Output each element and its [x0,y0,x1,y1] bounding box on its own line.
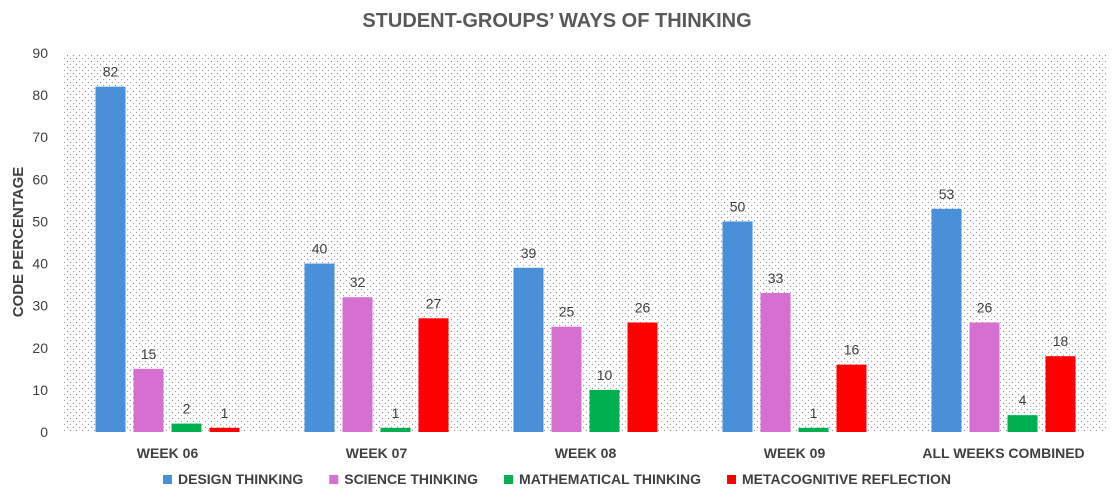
y-tick-label: 0 [40,424,48,440]
x-tick-label: WEEK 06 [137,445,199,461]
legend: DESIGN THINKING SCIENCE THINKING MATHEMATI… [163,471,951,487]
y-axis-label: CODE PERCENTAGE [10,167,27,318]
y-tick-label: 20 [32,340,48,356]
y-axis: 0 10 20 30 40 50 60 70 80 90 [32,45,48,440]
data-label: 50 [730,198,746,214]
bar [513,267,544,432]
data-label: 27 [426,295,442,311]
legend-label: MATHEMATICAL THINKING [519,471,701,487]
bar [589,389,620,432]
y-tick-label: 80 [32,87,48,103]
legend-label: SCIENCE THINKING [344,471,478,487]
legend-swatch [504,475,514,484]
bar [304,263,335,432]
data-label: 10 [597,367,613,383]
data-label: 25 [559,304,575,320]
data-label: 1 [810,405,818,421]
bar [931,208,962,432]
legend-item: MATHEMATICAL THINKING [504,471,701,487]
legend-label: DESIGN THINKING [178,471,303,487]
data-label: 39 [521,245,537,261]
bar [418,318,449,432]
bar [171,423,202,432]
bar [209,427,240,432]
bar [551,326,582,432]
legend-swatch [727,475,737,484]
data-label: 53 [939,186,955,202]
bars [95,86,1076,432]
data-label: 82 [103,64,119,80]
data-labels: 82 15 2 1 40 32 1 27 39 25 10 26 50 33 1 16 53 26 4 18 [103,64,1069,421]
x-tick-label: WEEK 08 [555,445,617,461]
y-tick-label: 90 [32,45,48,61]
data-label: 2 [183,401,191,417]
bar [836,364,867,432]
y-tick-label: 60 [32,171,48,187]
bar [133,368,164,432]
data-label: 18 [1053,333,1069,349]
y-tick-label: 30 [32,298,48,314]
bar [1007,415,1038,432]
chart-title: STUDENT-GROUPS’ WAYS OF THINKING [362,10,751,32]
legend-item: SCIENCE THINKING [329,471,478,487]
data-label: 32 [350,274,366,290]
bar [627,322,658,432]
bar [342,297,373,432]
bar [760,293,791,432]
data-label: 40 [312,241,328,257]
y-tick-label: 70 [32,129,48,145]
x-tick-label: ALL WEEKS COMBINED [922,445,1084,461]
bar [1045,356,1076,432]
data-label: 33 [768,270,784,286]
data-label: 1 [392,405,400,421]
bar [95,86,126,432]
x-tick-label: WEEK 07 [346,445,408,461]
legend-swatch [163,475,173,484]
bar [798,427,829,432]
x-axis: WEEK 06 WEEK 07 WEEK 08 WEEK 09 ALL WEEKS CO… [137,445,1085,461]
data-label: 26 [635,300,651,316]
data-label: 4 [1019,392,1027,408]
y-tick-label: 10 [32,382,48,398]
bar [722,221,753,432]
y-tick-label: 50 [32,213,48,229]
bar [969,322,1000,432]
legend-item: DESIGN THINKING [163,471,303,487]
data-label: 15 [141,346,157,362]
data-label: 1 [221,405,229,421]
legend-swatch [329,475,339,484]
y-tick-label: 40 [32,256,48,272]
x-tick-label: WEEK 09 [764,445,826,461]
legend-item: METACOGNITIVE REFLECTION [727,471,951,487]
data-label: 16 [844,342,860,358]
data-label: 26 [977,300,993,316]
bar [380,427,411,432]
legend-label: METACOGNITIVE REFLECTION [742,471,951,487]
